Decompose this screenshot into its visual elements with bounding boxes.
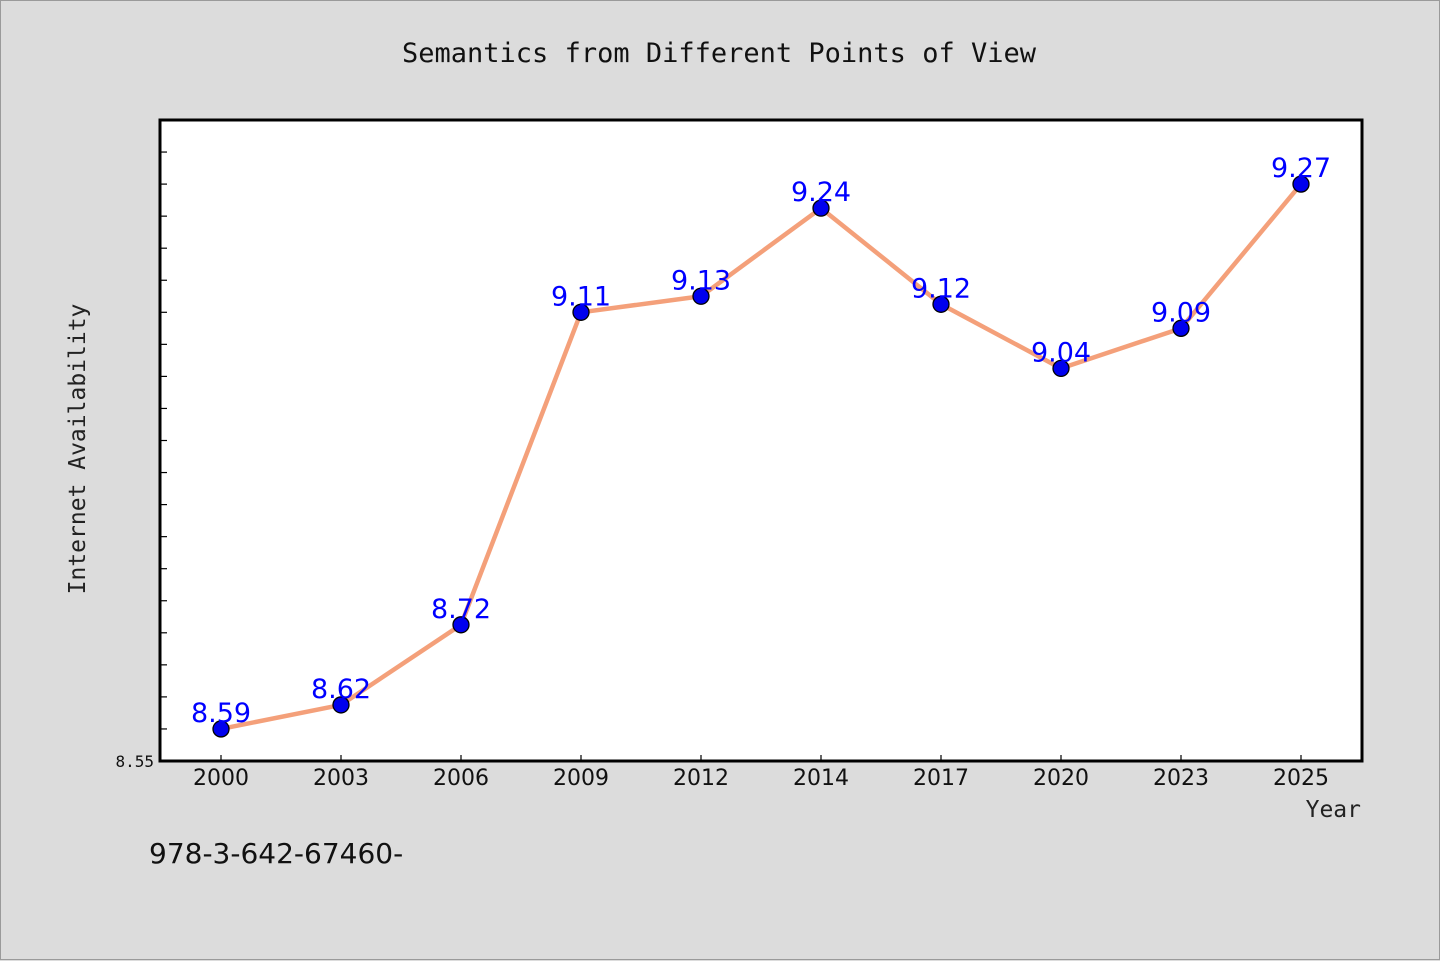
x-tick-label: 2000 [193,766,249,791]
data-label: 9.09 [1151,297,1211,328]
y-axis-ticks: 8.55 [115,151,167,771]
x-tick-label: 2025 [1273,766,1329,791]
data-label: 9.12 [911,273,971,304]
x-axis-ticks: 2000 2003 2006 2009 2012 2014 2017 2020 2023 2025 [193,755,1329,791]
x-tick-label: 2012 [673,766,729,791]
x-tick-label: 2023 [1153,766,1209,791]
data-label: 8.59 [191,698,251,729]
y-axis-label: Internet Availability [65,304,91,595]
plot-area [158,118,1364,763]
data-point-marker [452,616,470,634]
x-tick-label: 2003 [313,766,369,791]
data-label: 9.11 [551,281,611,312]
data-point-marker [812,199,830,217]
data-point-marker [1292,175,1310,193]
series-layer: 8.59 8.62 8.72 9.11 9.13 9.24 9.12 9.04 9.09 9.27 [191,153,1331,738]
isbn-footer-text: 978-3-642-67460- [149,837,403,870]
x-axis-label: Year [1306,797,1361,823]
x-tick-label: 2006 [433,766,489,791]
data-point-marker [212,720,230,738]
data-label: 9.24 [791,177,851,208]
data-point-marker [692,287,710,305]
data-point-marker [572,303,590,321]
data-label: 8.72 [431,594,491,625]
data-point-marker [932,295,950,313]
x-tick-label: 2020 [1033,766,1089,791]
x-tick-label: 2014 [793,766,849,791]
data-point-marker [332,696,350,714]
x-tick-label: 2009 [553,766,609,791]
data-point-marker [1052,359,1070,378]
data-label: 9.04 [1031,337,1091,368]
chart-title: Semantics from Different Points of View [402,38,1037,69]
data-label: 9.13 [671,265,731,296]
x-tick-label: 2017 [913,766,969,791]
data-point-marker [1172,319,1190,337]
data-label: 9.27 [1271,153,1331,184]
data-label: 8.62 [311,674,371,705]
y-tick-label: 8.55 [115,752,154,771]
series-line [220,182,1303,732]
